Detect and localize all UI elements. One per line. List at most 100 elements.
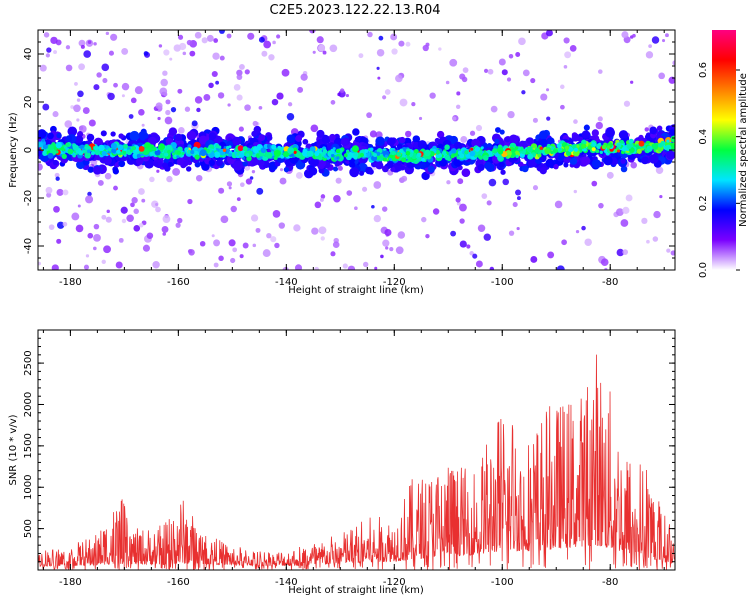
spectrogram-speckle — [138, 222, 144, 228]
spectrogram-ridge-core — [41, 138, 45, 142]
spectrogram-ridge-core — [123, 143, 129, 149]
spectrogram-speckle — [133, 225, 141, 232]
spectrogram-ridge-core — [117, 144, 124, 151]
spectrogram-speckle — [218, 187, 225, 194]
spectrogram-speckle — [452, 116, 457, 121]
spectrogram-ridge-halo — [87, 166, 94, 173]
spectrogram-speckle — [561, 239, 567, 246]
spectrogram-speckle — [142, 244, 150, 252]
spectrogram-speckle — [462, 67, 469, 74]
spectrogram-ridge-core — [651, 143, 659, 150]
spectrogram-ridge-core — [405, 150, 411, 156]
spectrogram-speckle — [165, 109, 171, 116]
spectrogram-ridge-core — [492, 148, 498, 154]
spectrogram-speckle — [330, 100, 336, 105]
y-tick-label: 1500 — [23, 433, 34, 458]
spectrogram-speckle — [101, 214, 107, 220]
spectrogram-speckle — [245, 178, 253, 185]
x-tick-label: -80 — [602, 577, 618, 588]
spectrogram-speckle — [672, 60, 675, 66]
spectrogram-ridge-core — [129, 148, 134, 153]
spectrogram-speckle — [121, 47, 129, 55]
spectrogram-speckle — [155, 202, 159, 207]
spectrogram-ridge-halo — [86, 133, 95, 142]
spectrogram-ridge-halo — [656, 125, 663, 132]
spectrogram-speckle — [194, 31, 202, 39]
spectrogram-speckle — [244, 104, 251, 111]
spectrogram-ridge-core — [245, 153, 250, 157]
spectrogram-ridge-halo — [666, 150, 675, 160]
spectrogram-ridge-halo — [321, 135, 331, 144]
spectrogram-speckle — [363, 261, 369, 268]
spectrogram-speckle — [459, 73, 466, 80]
spectrogram-speckle — [113, 82, 118, 88]
spectrogram-x-ticks: -180 -160 -140 -120 -100 -80 — [42, 30, 665, 288]
spectrogram-speckle — [286, 112, 295, 121]
spectrogram-speckle — [335, 177, 342, 184]
spectrogram-speckle — [178, 42, 187, 51]
spectrogram-ridge-core — [382, 157, 387, 162]
spectrogram-speckle — [399, 98, 408, 107]
spectrogram-ridge-halo — [539, 167, 547, 175]
spectrogram-ridge-halo — [153, 161, 159, 167]
spectrogram-speckle — [141, 123, 145, 127]
spectrogram-ridge-core — [373, 152, 377, 157]
spectrogram-speckle — [501, 69, 508, 76]
spectrogram-speckle — [78, 39, 86, 47]
spectrogram-speckle — [651, 36, 660, 44]
spectrogram-speckle — [455, 197, 461, 203]
spectrogram-ridge-halo — [649, 126, 658, 135]
spectrogram-speckle — [418, 116, 423, 121]
spectrogram-speckle — [211, 234, 215, 238]
spectrogram-speckle — [623, 100, 631, 107]
spectrogram-speckle — [376, 48, 385, 57]
spectrogram-speckle — [219, 55, 225, 61]
spectrogram-speckle — [52, 111, 59, 118]
y-tick-label: 2500 — [23, 350, 34, 375]
spectrogram-speckle — [211, 70, 218, 78]
spectrogram-speckle — [189, 50, 196, 57]
spectrogram-speckle — [160, 78, 168, 87]
spectrogram-speckle — [226, 33, 232, 39]
spectrogram-ridge-core — [101, 150, 107, 157]
spectrogram-speckle — [238, 126, 244, 132]
spectrogram-ridge-core — [335, 148, 341, 154]
spectrogram-ridge-halo — [471, 138, 481, 148]
spectrogram-speckle — [151, 200, 159, 208]
spectrogram-speckle — [606, 171, 614, 179]
spectrogram-ridge-core — [84, 152, 91, 159]
spectrogram-panel: -180 -160 -140 -120 -100 -80 -40 -20 0 20 40 Heig… — [8, 29, 676, 296]
spectrogram-speckle — [42, 103, 50, 111]
spectrogram-ridge-core — [527, 153, 534, 160]
spectrogram-speckle — [421, 216, 427, 223]
spectrogram-ridge-core — [295, 152, 302, 158]
spectrogram-ridge-halo — [309, 157, 319, 167]
spectrogram-speckle — [662, 39, 666, 43]
spectrogram-speckle — [293, 224, 301, 232]
spectrogram-speckle — [446, 180, 451, 185]
spectrogram-speckle — [126, 214, 134, 223]
spectrogram-y-label: Frequency (Hz) — [8, 112, 19, 188]
spectrogram-ridge-halo — [396, 143, 403, 150]
spectrogram-speckle — [278, 222, 286, 229]
spectrogram-ridge-halo — [495, 127, 501, 133]
spectrogram-speckle — [263, 40, 272, 49]
spectrogram-ridge-core — [507, 154, 511, 159]
spectrogram-ridge-core — [572, 149, 580, 157]
spectrogram-ridge-core — [587, 145, 592, 150]
spectrogram-speckle — [104, 172, 112, 180]
spectrogram-speckle — [187, 198, 193, 205]
spectrogram-speckle — [644, 127, 650, 132]
spectrogram-speckle — [625, 194, 633, 202]
colorbar-gradient — [712, 30, 736, 270]
spectrogram-speckle — [71, 212, 80, 221]
spectrogram-speckle — [239, 254, 244, 259]
spectrogram-speckle — [469, 251, 474, 256]
spectrogram-ridge-core — [246, 155, 252, 162]
spectrogram-speckle — [488, 178, 497, 187]
spectrogram-speckle — [575, 229, 580, 234]
y-tick-label: 1000 — [23, 475, 34, 500]
spectrogram-speckle — [319, 197, 324, 202]
spectrogram-speckle — [170, 107, 177, 113]
spectrogram-speckle — [540, 93, 548, 101]
